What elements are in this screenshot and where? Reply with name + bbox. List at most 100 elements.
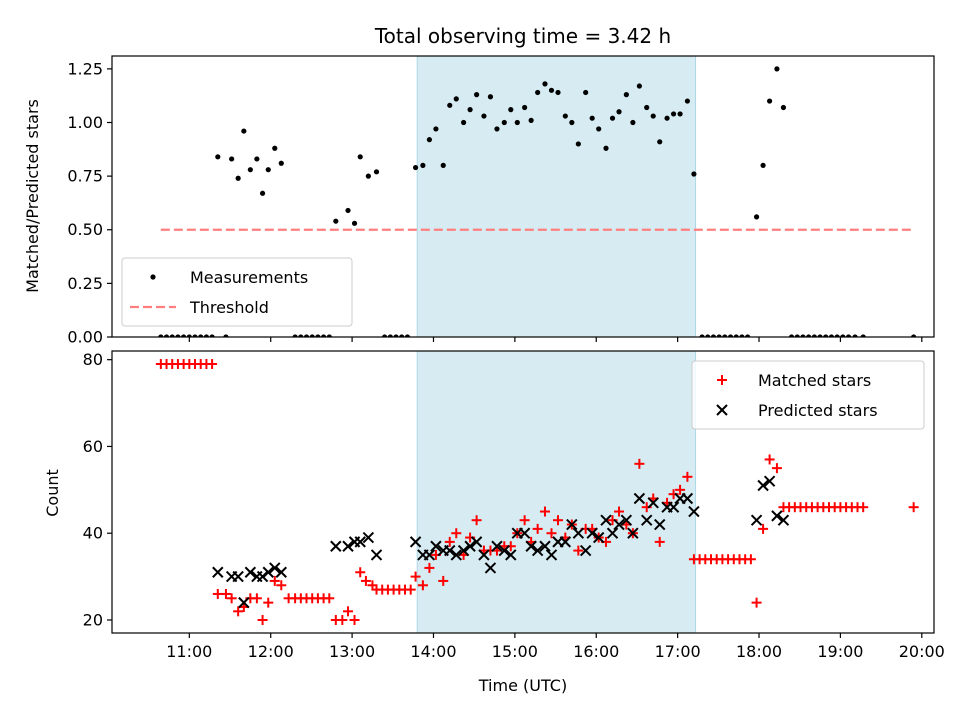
legend-label-threshold: Threshold: [189, 298, 269, 317]
matched-star-point: [263, 597, 274, 608]
measurement-point: [745, 334, 751, 337]
matched-star-point: [519, 515, 530, 526]
measurement-point: [817, 334, 823, 337]
matched-star-point: [758, 523, 769, 534]
axes-frame: [111, 350, 935, 634]
predicted-star-point: [498, 544, 510, 557]
x-tick-label: 17:00: [655, 642, 701, 661]
predicted-star-point: [777, 514, 790, 526]
matched-star-point: [532, 523, 543, 534]
measurement-point: [412, 164, 419, 171]
shaded-band: [416, 55, 697, 338]
measurement-point: [636, 83, 642, 89]
predicted-star-point: [354, 536, 366, 548]
measurement-point: [691, 171, 697, 177]
measurement-point: [209, 334, 215, 337]
predicted-star-point: [545, 549, 558, 561]
legend: Measurements Threshold: [121, 257, 353, 327]
measurement-point: [514, 119, 520, 126]
measurement-point: [699, 334, 705, 337]
x-tick-label: 14:00: [410, 642, 456, 661]
predicted-star-point: [613, 518, 625, 531]
y-tick-label: 0.00: [67, 328, 103, 347]
measurement-point: [192, 334, 198, 337]
predicted-star-point: [667, 501, 680, 513]
measurement-point: [494, 126, 500, 132]
measurement-point: [677, 111, 683, 117]
bottom-panel: 20 40 60 80 11:00 12:00 13:00 14:00 15:00 16:00 17…: [83, 350, 945, 661]
predicted-star-point: [771, 510, 783, 522]
legend-marker-matched: [717, 375, 727, 385]
y-tick-label: 1.25: [67, 59, 103, 78]
x-tick-label: 12:00: [248, 642, 294, 661]
matched-star-point: [349, 614, 360, 625]
top-panel: 0.00 0.25 0.50 0.75 1.00 1.25 Measurements Thre…: [67, 55, 935, 347]
measurement-point: [420, 162, 426, 168]
matched-star-point: [324, 593, 335, 604]
matched-star-point: [424, 562, 435, 573]
predicted-star-point: [484, 562, 497, 574]
matched-star-point: [682, 471, 693, 482]
measurement-point: [828, 334, 835, 337]
measurement-point: [365, 173, 371, 179]
measurement-point: [562, 113, 568, 119]
predicted-star-point: [539, 540, 551, 552]
measurement-point: [278, 160, 284, 166]
measurement-point: [733, 334, 739, 337]
predicted-star-point: [688, 505, 700, 518]
matched-star-point: [276, 580, 287, 591]
measurement-point: [760, 162, 766, 168]
matched-star-point: [444, 536, 455, 547]
predicted-star-point: [238, 596, 250, 609]
matched-star-point: [360, 575, 371, 586]
matched-star-point: [471, 515, 482, 526]
measurement-point: [650, 113, 656, 119]
matched-star-point: [539, 506, 550, 517]
measurement-point: [169, 334, 175, 337]
y-tick-label: 40: [83, 524, 103, 543]
chart-title: Total observing time = 3.42 h: [374, 24, 671, 48]
measurement-point: [393, 334, 399, 337]
measurement-point: [609, 115, 616, 121]
measurement-point: [670, 111, 677, 117]
predicted-star-point: [572, 527, 585, 539]
x-tick-label: 15:00: [492, 642, 538, 661]
measurement-point: [487, 94, 494, 100]
measurement-point: [657, 139, 663, 145]
predicted-star-point: [757, 479, 769, 492]
measurement-point: [186, 334, 192, 337]
predicted-star-point: [409, 536, 422, 548]
predicted-star-point: [464, 540, 476, 552]
measurement-point: [247, 167, 253, 173]
matched-star-point: [771, 463, 782, 474]
predicted-star-point: [647, 497, 659, 509]
predicted-star-point: [444, 544, 456, 557]
measurement-point: [603, 145, 609, 151]
measurement-point: [535, 89, 541, 96]
measurement-point: [811, 334, 817, 337]
predicted-star-point: [269, 562, 281, 574]
matched-star-point: [233, 606, 244, 617]
measurement-point: [272, 145, 278, 151]
matched-star-point: [451, 528, 462, 539]
y-tick-label: 80: [83, 350, 103, 369]
measurement-point: [780, 104, 787, 111]
predicted-star-point: [342, 540, 354, 552]
measurement-point: [684, 98, 691, 104]
measurement-point: [664, 115, 670, 121]
measurement-point: [834, 334, 840, 337]
measurement-point: [433, 126, 439, 132]
measurement-point: [241, 128, 247, 134]
measurement-point: [722, 334, 728, 337]
measurement-point: [163, 334, 170, 337]
legend-marker-measurements: [150, 274, 156, 280]
matched-star-point: [908, 502, 919, 513]
predicted-star-point: [640, 514, 653, 526]
measurement-point: [644, 104, 650, 111]
measurement-point: [589, 115, 595, 121]
measurement-point: [326, 334, 332, 337]
predicted-star-point: [450, 549, 462, 561]
predicted-star-point: [478, 549, 490, 561]
measurement-point: [528, 117, 534, 123]
measurement-point: [705, 334, 711, 337]
